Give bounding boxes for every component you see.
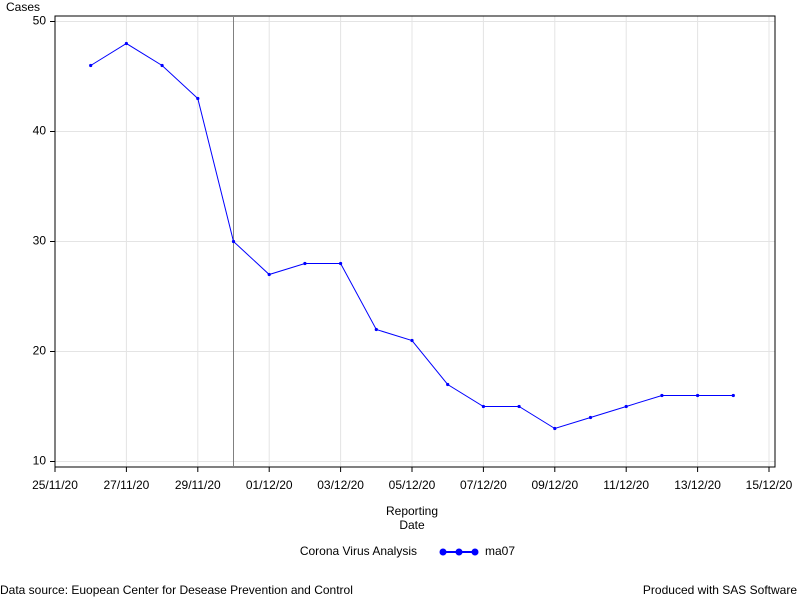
- plot-frame: [54, 15, 776, 468]
- legend-label: ma07: [485, 544, 515, 558]
- legend-title: Corona Virus Analysis: [300, 544, 417, 558]
- y-axis-label: Cases: [6, 0, 40, 14]
- y-tick-label: 40: [33, 124, 47, 138]
- footnote: Produced with SAS Software: [643, 583, 797, 597]
- legend-symbol: [455, 548, 463, 556]
- point: [339, 261, 343, 266]
- point: [553, 426, 557, 431]
- point: [588, 415, 593, 420]
- point: [731, 393, 735, 398]
- point: [89, 63, 93, 68]
- x-axis-label: Reporting: [386, 504, 438, 518]
- point: [446, 382, 450, 387]
- y-tick-label: 30: [33, 234, 47, 248]
- point: [624, 404, 628, 409]
- y-tick-label: 20: [33, 344, 47, 358]
- point: [481, 404, 485, 409]
- x-tick-label: 25/11/20: [32, 478, 78, 492]
- y-tick-label: 50: [33, 14, 47, 28]
- x-tick-label: 07/12/20: [460, 478, 507, 492]
- x-tick-label: 05/12/20: [389, 478, 436, 492]
- x-tick-label: 13/12/20: [674, 478, 721, 492]
- x-tick-label: 09/12/20: [531, 478, 578, 492]
- point: [267, 272, 271, 277]
- x-tick-label: 01/12/20: [246, 478, 293, 492]
- legend-symbol: [439, 548, 447, 556]
- point: [196, 96, 200, 101]
- point: [517, 404, 521, 409]
- x-tick-label: 29/11/20: [175, 478, 221, 492]
- footnote: Data source: Euopean Center for Desease …: [0, 583, 353, 597]
- point: [410, 338, 414, 343]
- point: [160, 63, 164, 68]
- x-axis-label: Date: [399, 518, 425, 532]
- point: [303, 261, 307, 266]
- x-tick-label: 27/11/20: [103, 478, 149, 492]
- x-tick-label: 11/12/20: [603, 478, 649, 492]
- point: [696, 393, 700, 398]
- point: [231, 239, 236, 244]
- x-tick-label: 15/12/20: [746, 478, 793, 492]
- point: [124, 41, 128, 46]
- legend-symbol: [471, 548, 479, 556]
- point: [660, 393, 664, 398]
- y-tick-label: 10: [33, 454, 47, 468]
- x-tick-label: 03/12/20: [317, 478, 364, 492]
- point: [374, 327, 378, 332]
